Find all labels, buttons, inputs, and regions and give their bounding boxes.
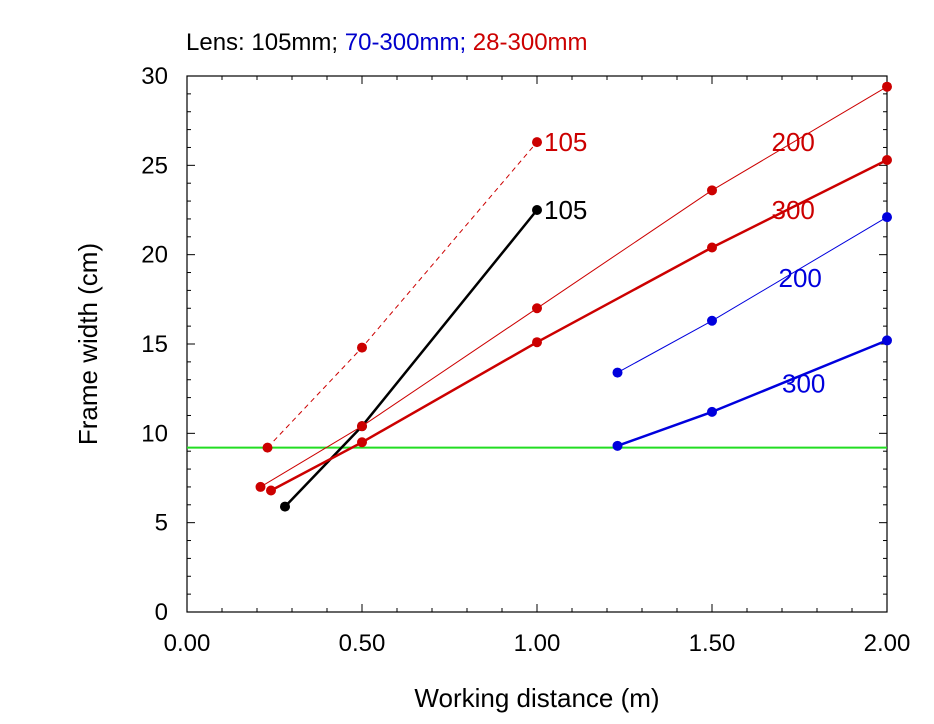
data-point bbox=[882, 212, 892, 223]
y-tick-label: 30 bbox=[141, 63, 168, 90]
data-point bbox=[882, 154, 892, 165]
chart-title-part: Lens: 105mm; bbox=[186, 29, 338, 56]
data-point bbox=[255, 481, 266, 492]
series-label: 200 bbox=[779, 263, 822, 293]
y-tick-label: 20 bbox=[141, 242, 168, 269]
data-point bbox=[882, 81, 892, 92]
data-point bbox=[280, 501, 290, 512]
y-tick-label: 25 bbox=[141, 152, 168, 179]
data-point bbox=[357, 421, 367, 432]
data-point bbox=[707, 242, 717, 253]
data-point bbox=[532, 303, 542, 314]
y-axis-title: Frame width (cm) bbox=[73, 243, 103, 445]
data-point bbox=[262, 442, 273, 453]
series-label: 300 bbox=[772, 195, 815, 225]
data-point bbox=[612, 440, 623, 451]
data-point bbox=[357, 342, 367, 353]
x-tick-label: 1.00 bbox=[514, 630, 561, 657]
series-label: 105 bbox=[544, 195, 587, 225]
chart-title: Lens: 105mm; 70-300mm; 28-300mm bbox=[186, 29, 588, 56]
data-point bbox=[532, 137, 542, 148]
data-point bbox=[707, 406, 717, 417]
x-tick-label: 0.50 bbox=[339, 630, 386, 657]
data-point bbox=[532, 205, 542, 215]
data-point bbox=[612, 367, 623, 378]
x-tick-label: 0.00 bbox=[164, 630, 211, 657]
series-label: 300 bbox=[782, 368, 825, 398]
data-point bbox=[707, 315, 717, 326]
plot-area: 0.00 0.50 1.00 1.50 2.00 0 5 10 15 20 25 30 Working … bbox=[73, 63, 910, 713]
x-tick-label: 2.00 bbox=[864, 630, 911, 657]
chart-title-part: 70-300mm; bbox=[338, 29, 466, 56]
y-tick-label: 15 bbox=[141, 331, 168, 358]
data-point bbox=[357, 437, 367, 448]
series-line bbox=[267, 141, 538, 448]
series-line bbox=[617, 216, 888, 374]
series-label: 105 bbox=[544, 127, 587, 157]
y-tick-label: 5 bbox=[155, 510, 168, 537]
data-point bbox=[882, 335, 892, 346]
data-point bbox=[707, 185, 717, 196]
data-point bbox=[266, 485, 276, 496]
series-label: 200 bbox=[772, 127, 815, 157]
x-axis-title: Working distance (m) bbox=[414, 683, 659, 713]
chart-title-part: 28-300mm bbox=[466, 29, 587, 56]
series-line bbox=[617, 339, 888, 447]
y-tick-label: 0 bbox=[155, 599, 168, 626]
y-tick-label: 10 bbox=[141, 420, 168, 447]
data-point bbox=[532, 337, 542, 348]
x-tick-label: 1.50 bbox=[689, 630, 736, 657]
